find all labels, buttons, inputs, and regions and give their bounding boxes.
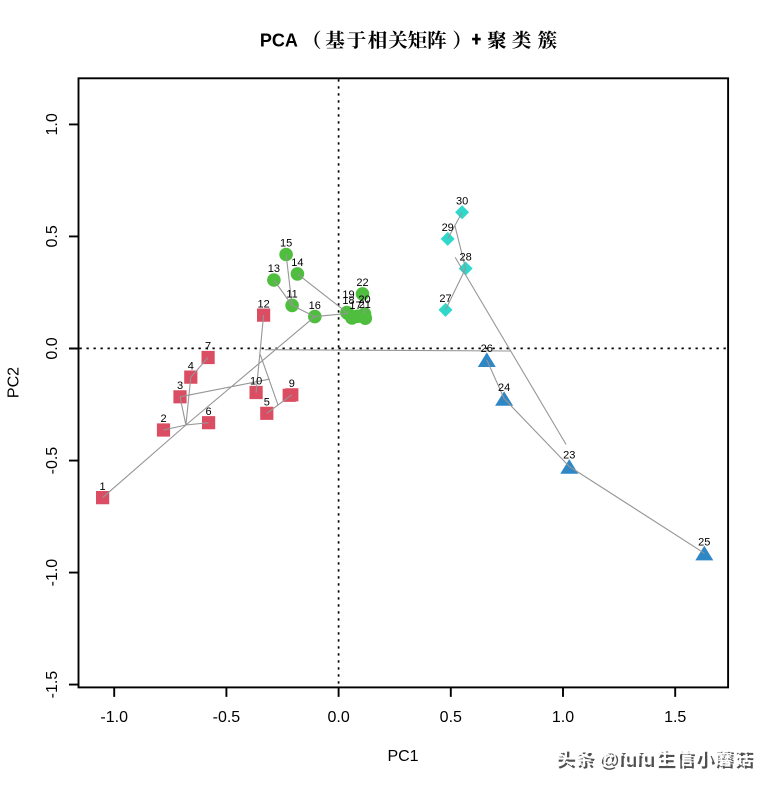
svg-text:28: 28 <box>459 252 471 264</box>
svg-text:22: 22 <box>356 277 368 289</box>
svg-text:2: 2 <box>160 413 166 425</box>
svg-text:11: 11 <box>286 289 297 301</box>
svg-text:20: 20 <box>358 294 370 306</box>
svg-text:10: 10 <box>250 376 262 388</box>
svg-text:1.0: 1.0 <box>44 113 61 135</box>
svg-text:3: 3 <box>177 380 183 392</box>
svg-text:23: 23 <box>563 450 575 462</box>
svg-text:@fufu: @fufu <box>599 749 653 770</box>
svg-text:14: 14 <box>291 257 303 269</box>
svg-text:1.5: 1.5 <box>664 709 686 726</box>
svg-text:25: 25 <box>698 536 710 548</box>
svg-text:-0.5: -0.5 <box>213 709 241 726</box>
svg-text:21: 21 <box>359 299 371 311</box>
svg-text:16: 16 <box>309 300 321 312</box>
svg-text:-0.5: -0.5 <box>44 447 61 475</box>
svg-text:1: 1 <box>100 481 106 493</box>
svg-text:12: 12 <box>257 298 269 310</box>
svg-text:PCA: PCA <box>260 31 298 51</box>
svg-text:13: 13 <box>268 263 280 275</box>
svg-text:0.0: 0.0 <box>327 709 349 726</box>
svg-text:15: 15 <box>280 238 292 250</box>
svg-text:24: 24 <box>498 382 510 394</box>
svg-text:29: 29 <box>442 222 454 234</box>
svg-text:27: 27 <box>439 293 451 305</box>
svg-text:17: 17 <box>349 300 361 312</box>
svg-text:-1.0: -1.0 <box>100 709 128 726</box>
svg-text:19: 19 <box>342 289 354 301</box>
svg-text:5: 5 <box>264 397 270 409</box>
svg-text:18: 18 <box>342 295 354 307</box>
svg-text:@fufu: @fufu <box>601 751 655 772</box>
svg-text:6: 6 <box>206 406 212 418</box>
svg-text:PC1: PC1 <box>387 748 418 765</box>
svg-text:0.5: 0.5 <box>44 225 61 247</box>
svg-text:26: 26 <box>481 343 493 355</box>
svg-text:30: 30 <box>456 196 468 208</box>
svg-text:7: 7 <box>205 341 211 353</box>
svg-text:9: 9 <box>289 378 295 390</box>
svg-text:-1.0: -1.0 <box>44 559 61 587</box>
svg-text:PC2: PC2 <box>6 367 23 398</box>
svg-text:-1.5: -1.5 <box>44 671 61 699</box>
svg-text:0.5: 0.5 <box>440 709 462 726</box>
svg-text:1.0: 1.0 <box>552 709 574 726</box>
svg-text:4: 4 <box>188 360 194 372</box>
svg-text:0.0: 0.0 <box>44 337 61 359</box>
